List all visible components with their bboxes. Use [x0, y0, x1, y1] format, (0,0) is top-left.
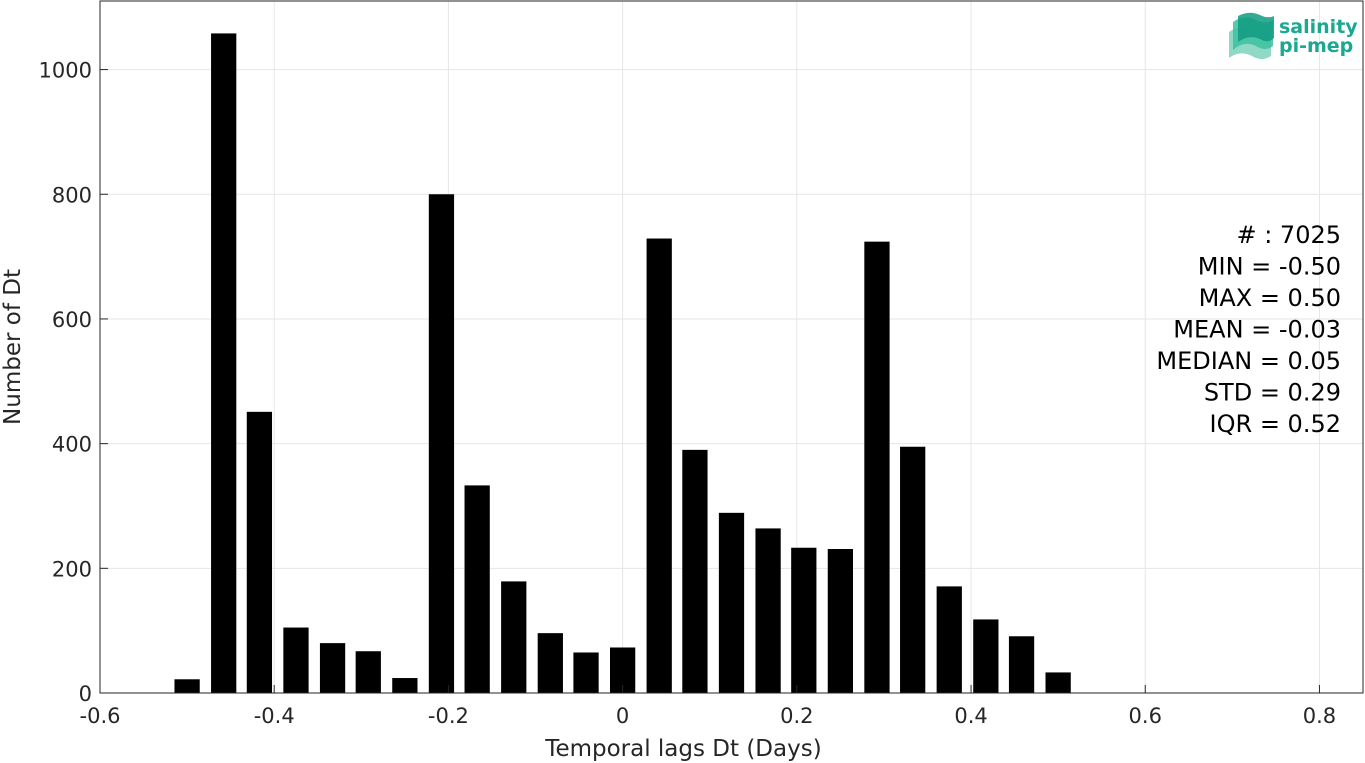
y-tick-label: 800: [52, 183, 92, 207]
stats-line: # : 7025: [1236, 221, 1341, 249]
bar: [1008, 636, 1035, 693]
bar: [682, 449, 708, 693]
x-ticks: -0.6 -0.4 -0.2 0 0.2 0.4 0.6 0.8: [80, 685, 1336, 728]
bar: [827, 548, 854, 693]
bar: [718, 512, 745, 693]
bar: [936, 586, 962, 693]
salinity-pimep-logo: salinity pi-mep: [1229, 12, 1358, 59]
logo-line2: pi-mep: [1279, 35, 1353, 57]
axes-box: [99, 0, 1364, 694]
y-tick-label: 600: [52, 308, 92, 332]
bar: [573, 652, 599, 693]
bar: [1045, 672, 1071, 693]
logo-line1: salinity: [1279, 16, 1358, 38]
x-tick-label: 0: [616, 704, 629, 728]
x-tick-label: 0.6: [1129, 704, 1162, 728]
bar: [283, 627, 309, 693]
y-tick-label: 200: [52, 557, 92, 581]
bar: [246, 411, 273, 693]
x-tick-label: 0.8: [1303, 704, 1336, 728]
x-tick-label: -0.6: [80, 704, 121, 728]
x-tick-label: 0.2: [780, 704, 813, 728]
stats-line: STD = 0.29: [1204, 379, 1341, 407]
y-axis-label: Number of Dt: [0, 269, 26, 425]
logo-mark-icon: [1229, 12, 1274, 59]
stats-line: MAX = 0.50: [1199, 284, 1341, 312]
x-tick-label: -0.4: [254, 704, 295, 728]
stats-line: MEDIAN = 0.05: [1156, 347, 1341, 375]
bar: [973, 619, 999, 693]
x-axis-label: Temporal lags Dt (Days): [544, 736, 821, 762]
x-tick-label: -0.2: [428, 704, 469, 728]
y-tick-label: 0: [79, 682, 92, 706]
bar: [501, 581, 527, 693]
bar: [211, 33, 237, 693]
bars: [174, 33, 1071, 693]
stats-line: MEAN = -0.03: [1173, 316, 1341, 344]
bar: [646, 238, 672, 693]
bar: [864, 241, 890, 693]
stats-annotation: # : 7025 MIN = -0.50 MAX = 0.50 MEAN = -0.0…: [1156, 221, 1341, 438]
bar: [755, 528, 781, 693]
bar: [900, 446, 926, 693]
bar: [537, 633, 563, 693]
bar: [464, 485, 490, 693]
bar: [791, 547, 817, 693]
y-tick-label: 400: [52, 433, 92, 457]
bar: [355, 651, 381, 693]
y-ticks: 0 200 400 600 800 1000: [39, 59, 108, 706]
y-tick-label: 1000: [39, 59, 92, 83]
grid-lines: [99, 1, 1363, 694]
x-tick-label: 0.4: [954, 704, 987, 728]
stats-line: MIN = -0.50: [1198, 253, 1341, 281]
stats-line: IQR = 0.52: [1210, 410, 1341, 438]
bar: [174, 679, 200, 693]
bar: [319, 643, 346, 693]
bar: [428, 194, 455, 693]
bar: [392, 678, 418, 693]
